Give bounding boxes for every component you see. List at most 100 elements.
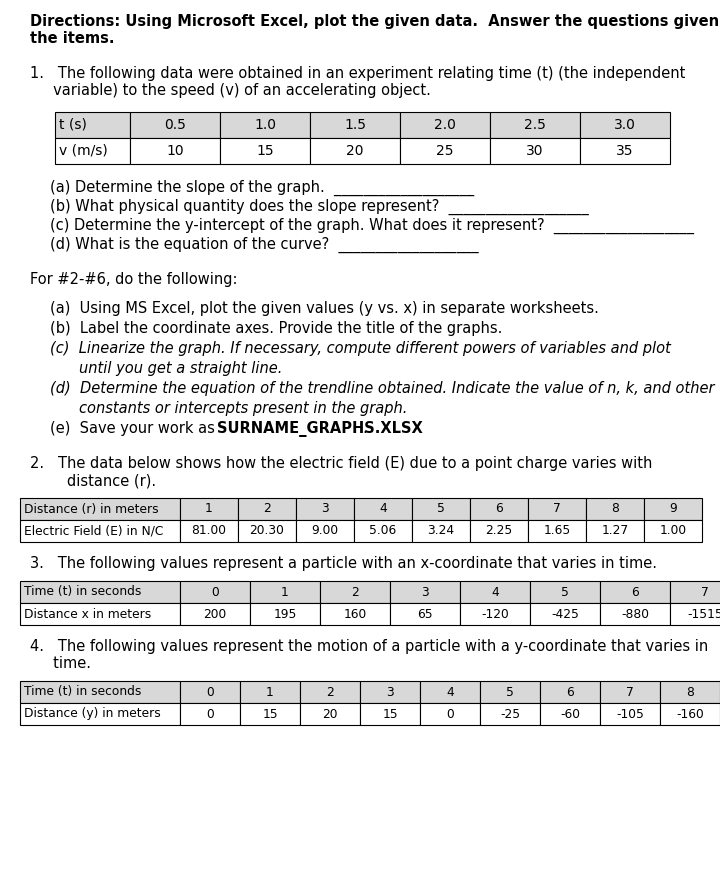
Bar [180,603,250,625]
Text: 0: 0 [206,686,214,698]
Text: v (m/s): v (m/s) [59,144,108,158]
Text: Time (t) in seconds: Time (t) in seconds [24,686,141,698]
Text: 200: 200 [203,608,227,620]
Bar [296,498,354,520]
Text: (c)  Linearize the graph. If necessary, compute different powers of variables an: (c) Linearize the graph. If necessary, c… [50,341,671,356]
Bar [660,703,720,725]
Bar [55,112,130,138]
Text: SURNAME_GRAPHS.XLSX: SURNAME_GRAPHS.XLSX [217,421,423,437]
Text: 1: 1 [266,686,274,698]
Text: 1.5: 1.5 [344,118,366,132]
Bar [470,498,528,520]
Text: 160: 160 [343,608,366,620]
Bar [180,581,250,603]
Text: 30: 30 [526,144,544,158]
Bar [240,681,300,703]
Bar [412,498,470,520]
Bar [586,498,644,520]
Text: (c) Determine the y-intercept of the graph. What does it represent?  ___________: (c) Determine the y-intercept of the gra… [50,218,694,234]
Text: 1.27: 1.27 [601,525,629,537]
Bar [530,581,600,603]
Bar [354,498,412,520]
Text: -25: -25 [500,707,520,721]
Text: until you get a straight line.: until you get a straight line. [79,361,282,376]
Bar [470,520,528,542]
Bar [580,138,670,164]
Bar [586,520,644,542]
Text: 81.00: 81.00 [192,525,227,537]
Bar [400,138,490,164]
Text: 20.30: 20.30 [250,525,284,537]
Text: 7: 7 [553,502,561,516]
Text: (a)  Using MS Excel, plot the given values (y vs. x) in separate worksheets.: (a) Using MS Excel, plot the given value… [50,301,599,316]
Bar [55,138,130,164]
Text: 2.25: 2.25 [485,525,513,537]
Text: 4.   The following values represent the motion of a particle with a y-coordinate: 4. The following values represent the mo… [30,639,708,654]
Bar [420,703,480,725]
Bar [20,703,180,725]
Bar [390,581,460,603]
Bar [20,603,180,625]
Bar [490,138,580,164]
Bar [240,703,300,725]
Text: 5: 5 [561,586,569,598]
Text: 15: 15 [382,707,398,721]
Bar [412,520,470,542]
Text: 3: 3 [321,502,329,516]
Text: 65: 65 [417,608,433,620]
Text: time.: time. [30,656,91,671]
Bar [644,520,702,542]
Bar [20,581,180,603]
Bar [238,498,296,520]
Text: 0: 0 [446,707,454,721]
Bar [310,138,400,164]
Bar [250,581,320,603]
Bar [180,681,240,703]
Bar [360,681,420,703]
Bar [20,520,180,542]
Bar [460,603,530,625]
Text: 4: 4 [379,502,387,516]
Text: (d)  Determine the equation of the trendline obtained. Indicate the value of n, : (d) Determine the equation of the trendl… [50,381,714,396]
Text: 9.00: 9.00 [312,525,338,537]
Text: 5: 5 [506,686,514,698]
Text: Distance x in meters: Distance x in meters [24,608,151,620]
Text: 2: 2 [326,686,334,698]
Bar [490,112,580,138]
Bar [390,603,460,625]
Bar [320,603,390,625]
Text: (e)  Save your work as: (e) Save your work as [50,421,220,436]
Bar [528,520,586,542]
Text: 2: 2 [351,586,359,598]
Text: 10: 10 [166,144,184,158]
Text: -60: -60 [560,707,580,721]
Text: 3: 3 [421,586,429,598]
Bar [600,681,660,703]
Text: Distance (r) in meters: Distance (r) in meters [24,502,158,516]
Text: 0: 0 [211,586,219,598]
Bar [480,681,540,703]
Text: 195: 195 [274,608,297,620]
Text: 0: 0 [206,707,214,721]
Text: 2.0: 2.0 [434,118,456,132]
Bar [250,603,320,625]
Text: 2.   The data below shows how the electric field (E) due to a point charge varie: 2. The data below shows how the electric… [30,456,652,471]
Text: -105: -105 [616,707,644,721]
Text: 5.06: 5.06 [369,525,397,537]
Bar [600,603,670,625]
Bar [300,681,360,703]
Bar [296,520,354,542]
Text: .: . [362,421,366,436]
Bar [644,498,702,520]
Text: 2.5: 2.5 [524,118,546,132]
Text: 15: 15 [256,144,274,158]
Bar [300,703,360,725]
Bar [320,581,390,603]
Text: 7: 7 [626,686,634,698]
Bar [480,703,540,725]
Bar [660,681,720,703]
Bar [460,581,530,603]
Text: (a) Determine the slope of the graph.  ___________________: (a) Determine the slope of the graph. __… [50,180,474,196]
Text: 20: 20 [346,144,364,158]
Bar [20,498,180,520]
